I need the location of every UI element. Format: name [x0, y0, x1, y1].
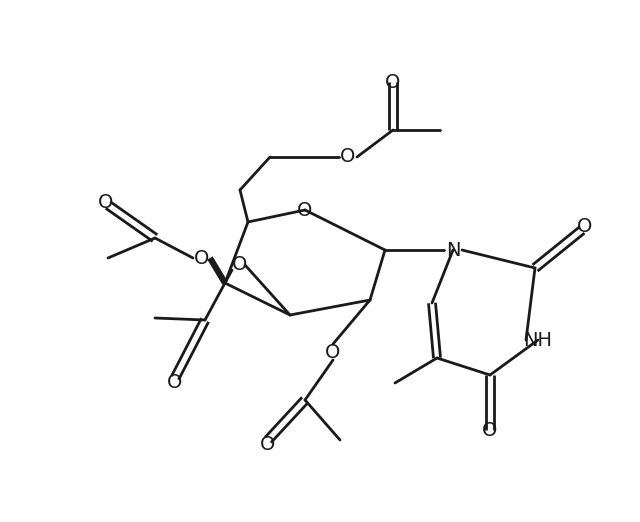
Text: O: O [577, 218, 593, 236]
Text: NH: NH [524, 330, 552, 350]
Text: O: O [99, 193, 114, 211]
Text: O: O [232, 255, 248, 275]
Text: O: O [483, 421, 498, 440]
Text: O: O [385, 73, 401, 91]
Text: O: O [325, 342, 340, 362]
Text: N: N [445, 241, 460, 259]
Text: O: O [340, 148, 356, 167]
Text: O: O [260, 435, 276, 455]
Text: O: O [298, 200, 313, 219]
Text: O: O [167, 374, 182, 393]
Text: O: O [195, 248, 210, 267]
